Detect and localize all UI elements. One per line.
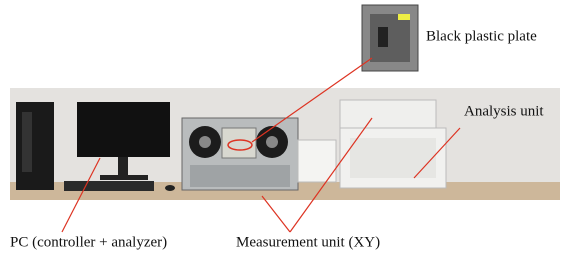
- monitor-base: [100, 175, 148, 180]
- inset-tag: [398, 14, 410, 20]
- pointer-measurement-a: [262, 196, 290, 232]
- pc-panel: [22, 112, 32, 172]
- monitor-stand: [118, 157, 128, 177]
- analysis-panel: [350, 138, 436, 178]
- label-analysis: Analysis unit: [464, 103, 544, 119]
- inset: [362, 5, 418, 71]
- reel-right-hub: [266, 136, 278, 148]
- pc-tower: [16, 102, 54, 190]
- base-plate: [190, 165, 290, 187]
- analysis-top: [340, 100, 436, 128]
- mouse: [165, 185, 175, 191]
- reel-left-hub: [199, 136, 211, 148]
- monitor: [77, 102, 170, 157]
- keyboard: [64, 181, 154, 191]
- inset-sample: [378, 27, 388, 47]
- figure: Black plastic plate Analysis unit PC (co…: [0, 0, 568, 259]
- label-plate: Black plastic plate: [426, 28, 537, 44]
- label-pc: PC (controller + analyzer): [10, 234, 167, 250]
- inset-plate: [370, 14, 410, 62]
- label-measurement: Measurement unit (XY): [236, 234, 380, 250]
